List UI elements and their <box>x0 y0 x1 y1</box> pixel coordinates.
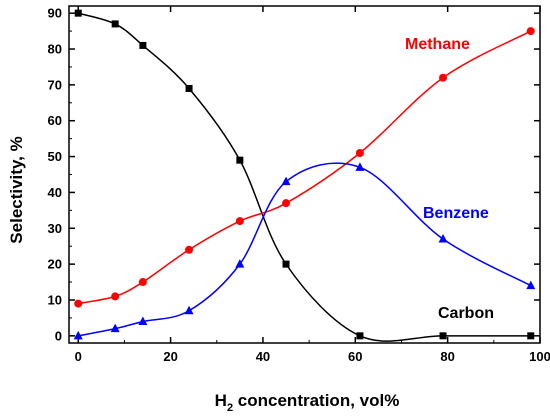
data-point-carbon <box>74 9 82 17</box>
y-tick-label: 80 <box>48 42 62 57</box>
data-point-carbon <box>282 260 290 268</box>
data-point-methane <box>111 292 120 301</box>
y-tick-label: 70 <box>48 77 62 92</box>
data-point-benzene <box>184 305 194 315</box>
x-tick-label: 60 <box>348 349 362 364</box>
series-methane <box>74 27 535 308</box>
series-benzene <box>73 162 536 340</box>
series-label-benzene: Benzene <box>423 205 489 222</box>
data-point-methane <box>74 299 83 308</box>
data-point-benzene <box>281 176 291 186</box>
data-point-carbon <box>111 20 119 28</box>
series-label-carbon: Carbon <box>438 305 494 322</box>
data-point-methane <box>439 73 448 82</box>
data-point-benzene <box>110 323 120 333</box>
data-point-benzene <box>355 162 365 171</box>
y-tick-label: 50 <box>48 149 62 164</box>
y-axis: 0 10 20 30 40 50 60 70 80 90 <box>48 6 540 343</box>
y-tick-label: 30 <box>48 221 62 236</box>
data-point-methane <box>282 199 291 208</box>
series-line-carbon <box>78 12 531 342</box>
x-axis-label-rest: concentration, vol% <box>233 391 399 410</box>
y-tick-label: 60 <box>48 113 62 128</box>
data-point-methane <box>526 27 535 36</box>
data-point-methane <box>355 148 364 157</box>
y-tick-label: 20 <box>48 257 62 272</box>
x-tick-label: 100 <box>529 349 550 364</box>
plot-frame <box>68 5 541 344</box>
data-point-carbon <box>236 156 244 164</box>
series-line-methane <box>78 30 532 305</box>
data-point-methane <box>235 217 244 226</box>
data-point-carbon <box>356 332 364 340</box>
data-point-carbon <box>439 332 447 340</box>
data-point-carbon <box>527 332 535 340</box>
y-tick-label: 10 <box>48 292 62 307</box>
y-tick-label: 0 <box>55 328 62 343</box>
series-carbon <box>74 9 535 342</box>
data-point-benzene <box>526 280 536 290</box>
data-point-methane <box>185 245 194 254</box>
data-point-benzene <box>73 330 83 340</box>
data-point-benzene <box>438 234 448 243</box>
x-tick-label: 20 <box>163 349 177 364</box>
plot-border <box>68 5 541 344</box>
series-layer <box>73 9 536 342</box>
y-tick-label: 90 <box>48 6 62 21</box>
x-tick-label: 40 <box>256 349 270 364</box>
data-point-carbon <box>185 84 193 92</box>
data-point-carbon <box>139 41 147 49</box>
data-point-benzene <box>138 316 148 325</box>
x-tick-label: 80 <box>440 349 454 364</box>
x-axis-label-main: H <box>215 391 227 410</box>
x-axis-label-subscript: 2 <box>227 402 233 414</box>
y-axis-label: Selectivity, % <box>7 136 26 243</box>
series-label-methane: Methane <box>405 36 470 53</box>
series-line-benzene <box>78 162 532 337</box>
x-axis-label: H2 concentration, vol% <box>215 391 400 414</box>
y-tick-label: 40 <box>48 185 62 200</box>
x-tick-label: 0 <box>75 349 82 364</box>
data-point-methane <box>138 278 147 287</box>
x-axis: 0 20 40 60 80 100 <box>75 6 550 364</box>
data-point-benzene <box>235 259 245 268</box>
